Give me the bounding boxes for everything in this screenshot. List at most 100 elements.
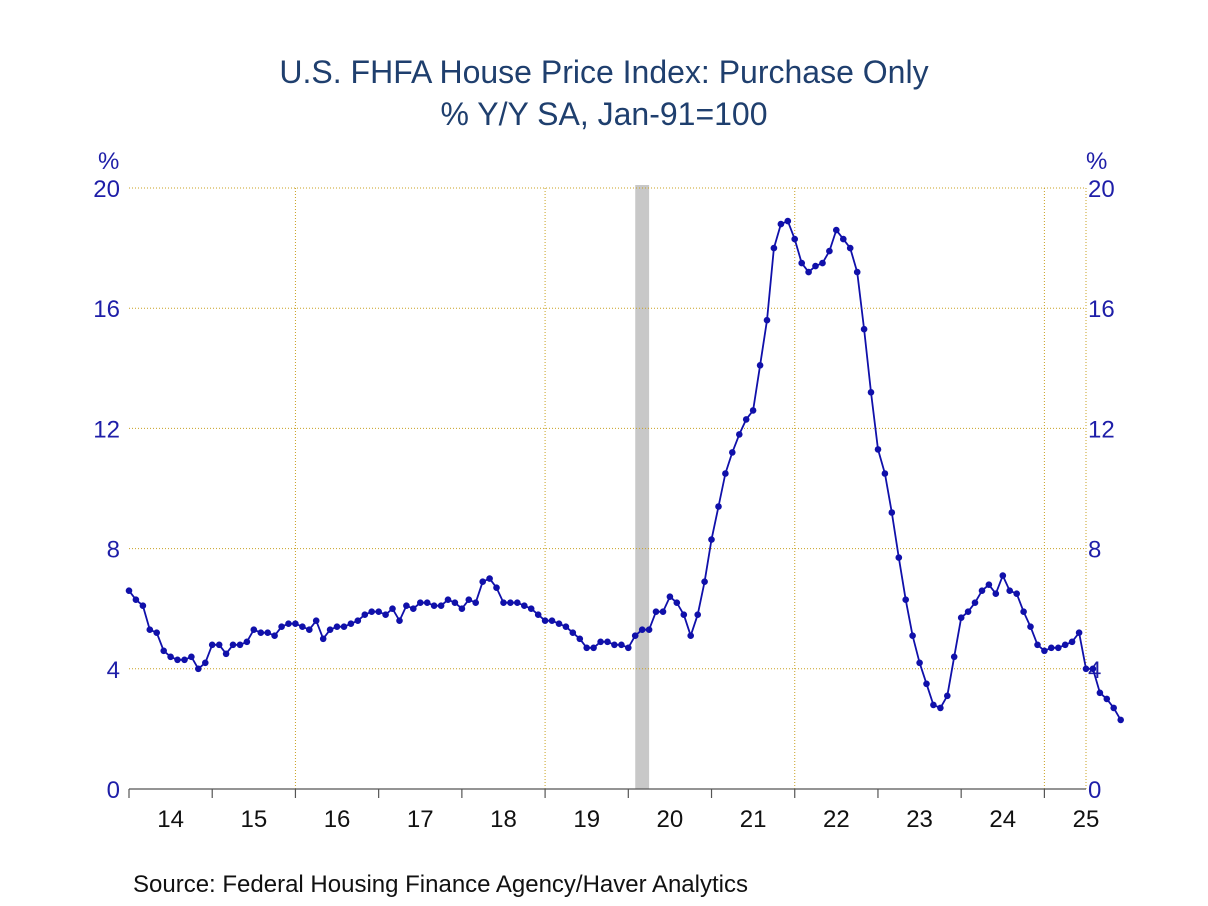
data-point bbox=[521, 602, 528, 609]
data-point bbox=[715, 503, 722, 510]
y-tick-label-left: 20 bbox=[93, 176, 120, 203]
data-point bbox=[250, 626, 258, 633]
data-point bbox=[992, 590, 1000, 597]
x-tick-label: 18 bbox=[490, 806, 517, 833]
x-tick-label: 14 bbox=[157, 806, 184, 833]
data-point bbox=[930, 701, 937, 709]
data-point bbox=[729, 449, 736, 456]
data-point bbox=[1048, 644, 1055, 652]
data-point bbox=[354, 617, 362, 624]
chart-title: U.S. FHFA House Price Index: Purchase On… bbox=[279, 54, 929, 90]
data-point bbox=[417, 599, 424, 606]
data-point bbox=[638, 626, 646, 633]
data-point bbox=[236, 641, 244, 649]
x-tick-labels-group: 14 15 16 17 18 19 20 21 22 23 24 25 bbox=[157, 806, 1099, 833]
x-tick-label: 16 bbox=[324, 806, 351, 833]
data-point bbox=[1055, 644, 1062, 652]
series-group bbox=[125, 217, 1124, 724]
data-point bbox=[278, 623, 285, 630]
y-tick-labels-group: 004488121216162020 bbox=[93, 176, 1114, 804]
data-point bbox=[312, 617, 320, 624]
data-point bbox=[604, 638, 611, 646]
data-point bbox=[527, 605, 535, 612]
data-point bbox=[1041, 647, 1048, 655]
data-point bbox=[597, 638, 604, 646]
data-point bbox=[680, 611, 688, 618]
data-point bbox=[167, 653, 174, 661]
data-point bbox=[618, 641, 625, 649]
data-point bbox=[881, 470, 889, 477]
data-point bbox=[160, 647, 167, 655]
data-point bbox=[299, 623, 306, 630]
data-point bbox=[153, 629, 160, 636]
data-point bbox=[625, 644, 632, 652]
data-point bbox=[215, 641, 223, 649]
data-point bbox=[1117, 716, 1124, 724]
data-point bbox=[458, 605, 466, 612]
data-point bbox=[326, 626, 334, 633]
data-point bbox=[500, 599, 507, 606]
data-point bbox=[833, 226, 840, 234]
data-point bbox=[819, 259, 826, 267]
data-point bbox=[888, 509, 896, 516]
data-point bbox=[902, 596, 909, 603]
data-point bbox=[465, 596, 473, 603]
source-note: Source: Federal Housing Finance Agency/H… bbox=[133, 871, 748, 898]
y-axis-unit-right: % bbox=[1086, 148, 1108, 175]
data-point bbox=[826, 247, 833, 255]
recession-band bbox=[635, 185, 650, 789]
data-point bbox=[174, 656, 181, 664]
y-tick-label-left: 8 bbox=[107, 537, 120, 564]
data-point bbox=[1006, 587, 1013, 594]
data-point bbox=[1103, 695, 1111, 703]
y-tick-label-right: 16 bbox=[1088, 296, 1115, 323]
data-point bbox=[264, 629, 272, 636]
data-point bbox=[1089, 665, 1097, 673]
data-point bbox=[146, 626, 154, 633]
data-point bbox=[895, 554, 903, 561]
y-tick-label-left: 0 bbox=[107, 777, 120, 804]
data-point bbox=[957, 614, 965, 621]
data-point bbox=[243, 638, 251, 646]
data-point bbox=[590, 644, 597, 652]
data-point bbox=[319, 635, 327, 643]
chart-subtitle: % Y/Y SA, Jan-91=100 bbox=[440, 96, 768, 132]
data-point bbox=[909, 632, 916, 639]
x-tick-label: 24 bbox=[989, 806, 1016, 833]
data-point bbox=[361, 611, 369, 618]
data-point bbox=[548, 617, 556, 624]
data-point bbox=[479, 578, 487, 585]
data-point bbox=[403, 602, 410, 609]
data-point bbox=[493, 584, 500, 591]
data-point bbox=[853, 268, 861, 276]
data-point bbox=[555, 620, 563, 627]
data-point bbox=[410, 605, 417, 612]
series-line bbox=[128, 220, 1122, 721]
y-tick-label-right: 0 bbox=[1088, 777, 1101, 804]
data-point bbox=[507, 599, 514, 606]
x-tick-label: 23 bbox=[906, 806, 933, 833]
data-point bbox=[534, 611, 542, 618]
data-point bbox=[971, 599, 979, 606]
axis-group bbox=[128, 788, 1086, 798]
data-point bbox=[576, 635, 584, 643]
data-point bbox=[1082, 665, 1090, 673]
data-point bbox=[451, 599, 459, 606]
data-point bbox=[139, 602, 147, 609]
y-axis-unit-left: % bbox=[98, 148, 120, 175]
data-point bbox=[812, 262, 819, 270]
data-point bbox=[1096, 689, 1104, 697]
data-point bbox=[652, 608, 660, 615]
data-point bbox=[874, 446, 882, 453]
data-point bbox=[666, 593, 674, 600]
data-point bbox=[208, 641, 216, 649]
data-point bbox=[583, 644, 590, 652]
data-point bbox=[659, 608, 667, 615]
data-point bbox=[687, 632, 694, 639]
data-point bbox=[846, 244, 854, 252]
data-point bbox=[423, 599, 431, 606]
data-point bbox=[867, 389, 875, 396]
data-point bbox=[978, 587, 986, 594]
